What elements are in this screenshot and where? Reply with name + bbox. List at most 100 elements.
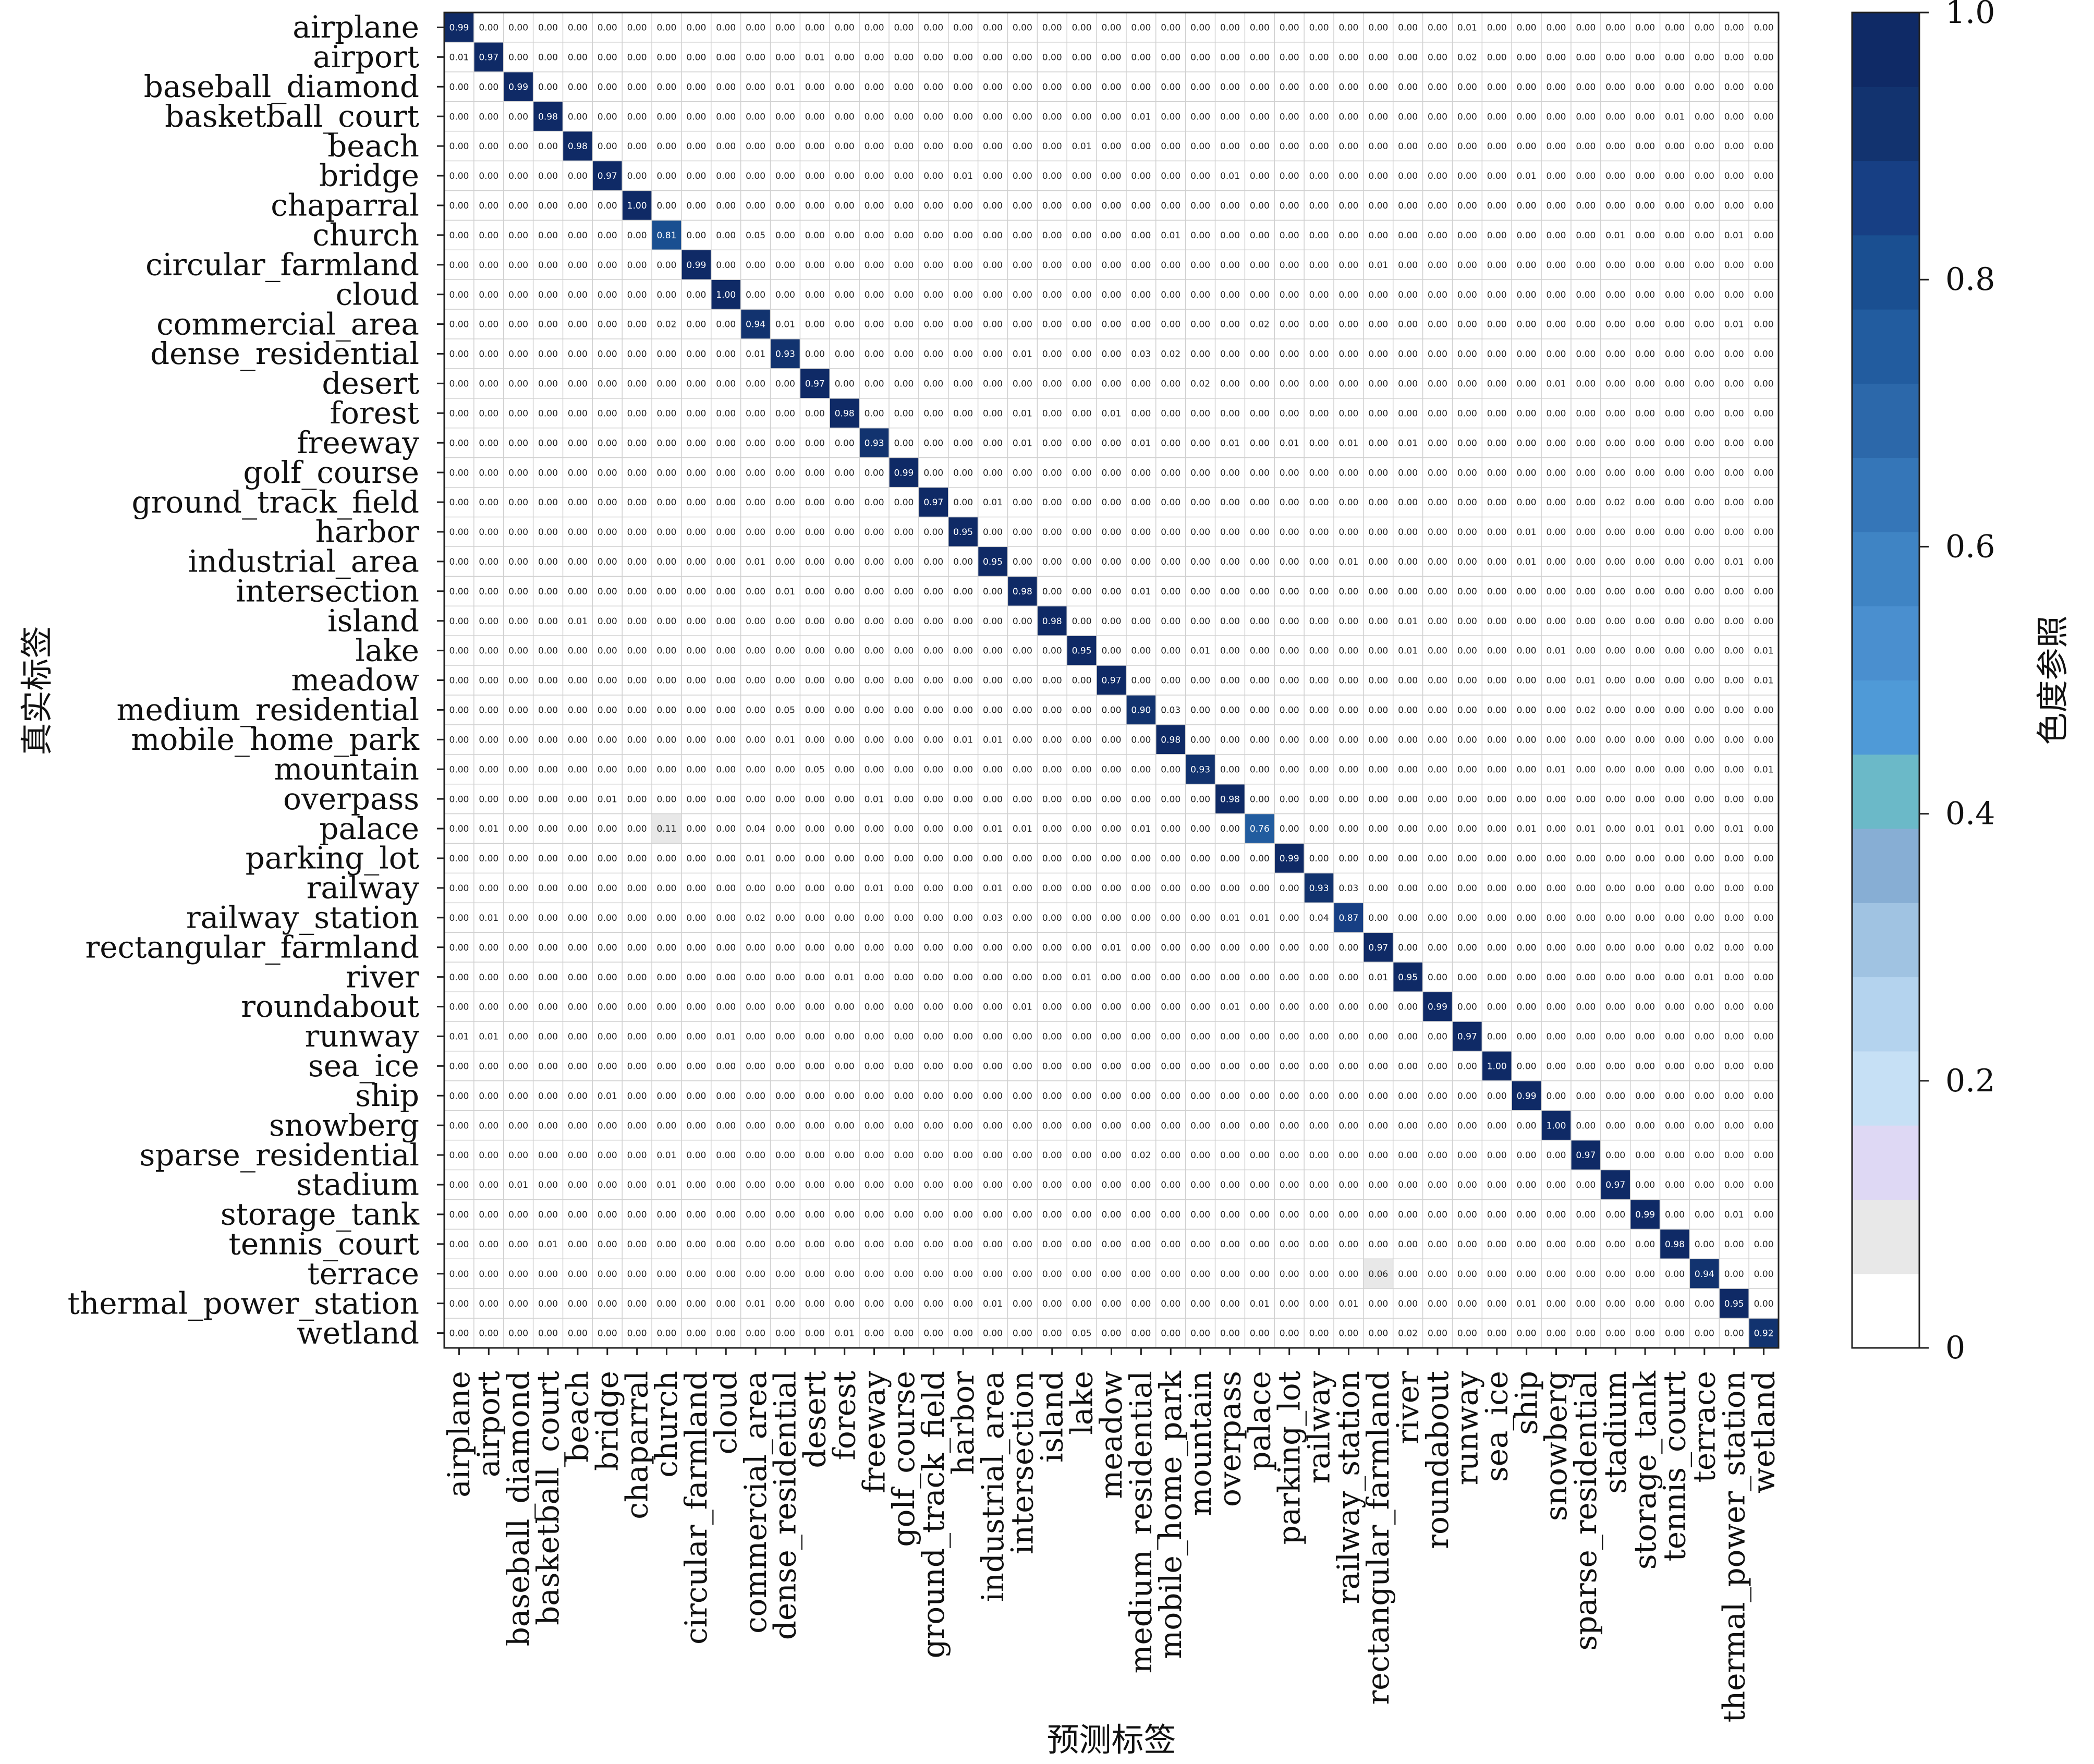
cell-value-label: 0.00: [1517, 349, 1537, 360]
cell-value-label: 0.00: [1368, 82, 1388, 92]
cell-value-label: 0.00: [598, 676, 617, 686]
heatmap-cell: [918, 161, 948, 191]
cell-value-label: 0.00: [538, 943, 558, 953]
heatmap-cell: [1689, 42, 1720, 72]
cell-value-label: 0.00: [1338, 23, 1358, 33]
cell-value-label: 0.00: [686, 408, 706, 419]
cell-value-label: 0.00: [1754, 527, 1774, 538]
colorbar-segment: [1852, 606, 1919, 680]
cell-value-label: 0.00: [1250, 943, 1270, 953]
cell-value-label: 0.00: [1576, 1210, 1596, 1220]
cell-value-label: 0.00: [1042, 1091, 1062, 1101]
cell-value-label: 0.00: [1576, 497, 1596, 508]
cell-value-label: 0.00: [508, 349, 528, 360]
cell-value-label: 0.00: [1487, 23, 1507, 33]
cell-value-label: 0.00: [568, 1150, 588, 1161]
cell-value-label: 0.00: [1665, 764, 1685, 775]
cell-value-label: 0.00: [568, 468, 588, 478]
cell-value-label: 0.00: [983, 201, 1003, 211]
heatmap-cell: [533, 161, 563, 191]
cell-value-label: 0.00: [1547, 943, 1566, 953]
cell-value-label: 0.00: [1042, 349, 1062, 360]
cell-value-label: 0.01: [1250, 913, 1270, 923]
colorbar-segment: [1852, 1273, 1919, 1348]
cell-value-label: 0.00: [1547, 1269, 1566, 1280]
cell-value-label: 0.00: [894, 230, 914, 241]
cell-value-label: 0.00: [1338, 260, 1358, 271]
cell-value-label: 0.00: [1161, 913, 1180, 923]
heatmap-cell: [1334, 71, 1363, 102]
cell-value-label: 0.00: [1102, 290, 1122, 300]
cell-value-label: 0.00: [1576, 883, 1596, 894]
cell-value-label: 0.03: [1131, 349, 1151, 360]
cell-value-label: 0.00: [923, 230, 943, 241]
cell-value-label: 0.00: [953, 972, 973, 983]
cell-value-label: 0.00: [1695, 320, 1714, 330]
cell-value-label: 0.00: [627, 1002, 647, 1013]
cell-value-label: 0.00: [835, 1061, 855, 1072]
cell-value-label: 0.00: [953, 646, 973, 656]
cell-value-label: 0.00: [1517, 260, 1537, 271]
cell-value-label: 0.00: [1398, 141, 1418, 152]
cell-value-label: 0.00: [1072, 824, 1092, 834]
cell-value-label: 0.00: [1280, 557, 1299, 567]
cell-value-label: 0.00: [746, 260, 765, 271]
cell-value-label: 0.00: [1576, 1091, 1596, 1101]
cell-value-label: 0.00: [805, 260, 825, 271]
colorbar-segment: [1852, 457, 1919, 532]
heatmap-cell: [503, 131, 533, 161]
cell-value-label: 0.99: [686, 260, 706, 271]
cell-value-label: 0.00: [1102, 230, 1122, 241]
heatmap-cell: [918, 42, 948, 72]
cell-value-label: 0.00: [894, 320, 914, 330]
cell-value-label: 0.00: [1309, 735, 1329, 745]
cell-value-label: 0.00: [1576, 1239, 1596, 1250]
cell-value-label: 0.00: [508, 676, 528, 686]
cell-value-label: 0.00: [1635, 141, 1655, 152]
cell-value-label: 0.00: [1457, 646, 1477, 656]
heatmap-cell: [740, 42, 771, 72]
cell-value-label: 0.00: [1635, 557, 1655, 567]
cell-value-label: 0.00: [865, 1091, 884, 1101]
cell-value-label: 0.00: [449, 1091, 469, 1101]
cell-value-label: 0.00: [1695, 1180, 1714, 1190]
cell-value-label: 0.00: [746, 53, 765, 63]
heatmap-cell: [830, 42, 860, 72]
cell-value-label: 0.00: [1220, 141, 1240, 152]
cell-value-label: 0.00: [568, 23, 588, 33]
cell-value-label: 0.00: [894, 379, 914, 390]
cell-value-label: 0.00: [1131, 616, 1151, 627]
cell-value-label: 0.00: [1338, 587, 1358, 597]
cell-value-label: 0.00: [1517, 646, 1537, 656]
cell-value-label: 0.00: [1072, 438, 1092, 448]
cell-value-label: 0.00: [1338, 497, 1358, 508]
cell-value-label: 0.00: [1190, 705, 1210, 716]
cell-value-label: 0.00: [865, 468, 884, 478]
cell-value-label: 0.00: [1754, 616, 1774, 627]
cell-value-label: 0.00: [1665, 468, 1685, 478]
cell-value-label: 0.00: [1605, 171, 1625, 181]
cell-value-label: 0.00: [1368, 1299, 1388, 1309]
cell-value-label: 0.02: [1161, 349, 1180, 360]
cell-value-label: 0.01: [775, 587, 795, 597]
cell-value-label: 0.00: [1309, 1210, 1329, 1220]
cell-value-label: 0.00: [1754, 1150, 1774, 1161]
cell-value-label: 0.00: [1338, 616, 1358, 627]
cell-value-label: 0.00: [1457, 349, 1477, 360]
cell-value-label: 0.99: [1280, 854, 1299, 864]
cell-value-label: 0.01: [1338, 438, 1358, 448]
cell-value-label: 0.00: [1428, 320, 1447, 330]
cell-value-label: 0.00: [1724, 201, 1744, 211]
cell-value-label: 0.00: [1487, 201, 1507, 211]
cell-value-label: 0.00: [746, 1329, 765, 1339]
cell-value-label: 0.00: [983, 230, 1003, 241]
cell-value-label: 0.00: [538, 676, 558, 686]
heatmap-cell: [711, 42, 741, 72]
cell-value-label: 0.00: [1547, 1032, 1566, 1042]
cell-value-label: 0.93: [1190, 764, 1210, 775]
cell-value-label: 0.00: [983, 646, 1003, 656]
cell-value-label: 0.00: [1042, 141, 1062, 152]
heatmap-cell: [652, 101, 681, 131]
cell-value-label: 0.00: [1428, 82, 1447, 92]
cell-value-label: 0.00: [1042, 408, 1062, 419]
